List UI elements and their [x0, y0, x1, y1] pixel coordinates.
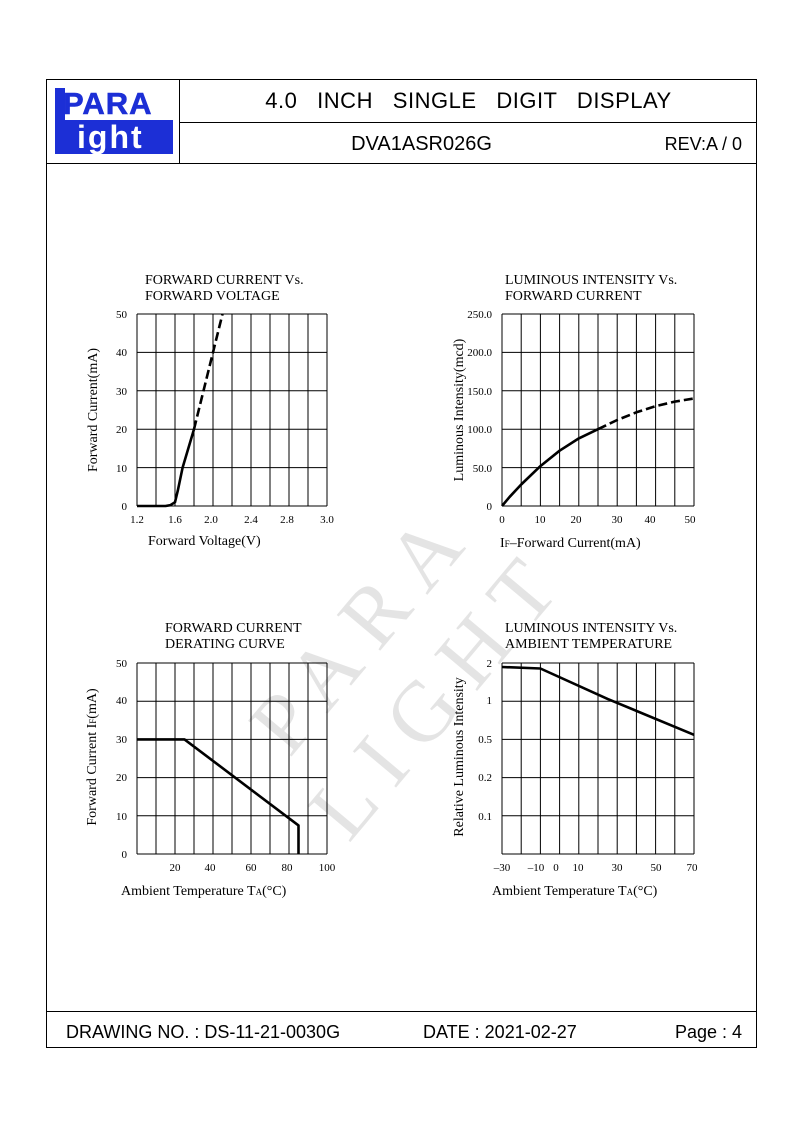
logo-divider [179, 79, 180, 164]
chart-title: LUMINOUS INTENSITY Vs. [505, 621, 677, 636]
y-tick-label: 0.1 [478, 811, 492, 823]
x-tick-label: 10 [573, 862, 585, 874]
chart-title: FORWARD CURRENT [165, 621, 302, 636]
chart-luminous-intensity-vs-current: LUMINOUS INTENSITY Vs.FORWARD CURRENT 0 10… [452, 273, 696, 551]
para-light-logo: PARA ight [55, 86, 173, 154]
chart-subtitle: AMBIENT TEMPERATURE [505, 637, 672, 652]
x-tick-label: 2.4 [244, 514, 258, 526]
x-tick-label: 60 [246, 862, 258, 874]
x-tick-label: 0 [499, 514, 505, 526]
x-axis-label: IF–Forward Current(mA) [500, 536, 641, 551]
series-line-dashed [192, 313, 224, 430]
x-axis-label: Forward Voltage(V) [148, 534, 261, 549]
chart-forward-current-vs-voltage: FORWARD CURRENT Vs.FORWARD VOLTAGE 1.2 1.6… [86, 273, 334, 549]
x-tick-label: –10 [527, 862, 545, 874]
x-tick-label: 2.8 [280, 514, 294, 526]
y-axis-label: Forward Current IF(mA) [85, 688, 100, 826]
y-tick-label: 0 [487, 501, 493, 513]
y-axis-label: Luminous Intensity(mcd) [452, 338, 467, 481]
y-tick-label: 10 [116, 463, 128, 475]
y-tick-label: 100.0 [467, 424, 492, 436]
y-tick-label: 0.2 [478, 772, 492, 784]
x-tick-label: 1.2 [130, 514, 144, 526]
chart-title: FORWARD CURRENT Vs. [145, 273, 304, 288]
y-tick-label: 50 [116, 309, 128, 321]
x-axis-label: Ambient Temperature TA(°C) [492, 884, 658, 899]
logo-top-text: PARA [63, 86, 153, 121]
drawing-number: DRAWING NO. : DS-11-21-0030G [66, 1022, 341, 1042]
x-tick-label: 2.0 [204, 514, 218, 526]
y-tick-label: 0.5 [478, 734, 492, 746]
x-tick-label: 50 [651, 862, 663, 874]
series-line-dashed [597, 397, 695, 431]
y-tick-label: 0 [122, 849, 128, 861]
series-line [137, 428, 196, 508]
x-tick-label: 30 [612, 514, 624, 526]
y-tick-label: 40 [116, 347, 128, 359]
y-tick-label: 30 [116, 734, 128, 746]
y-tick-label: 50 [116, 658, 128, 670]
header-divider [46, 163, 757, 164]
chart-subtitle: FORWARD CURRENT [505, 289, 642, 304]
x-tick-label: 40 [645, 514, 657, 526]
y-tick-label: 2 [487, 658, 493, 670]
y-axis-label: Relative Luminous Intensity [452, 677, 467, 836]
x-tick-label: 100 [319, 862, 336, 874]
y-tick-label: 30 [116, 386, 128, 398]
part-number: DVA1ASR026G [351, 133, 492, 155]
series-line [501, 428, 599, 507]
logo-bottom-text: ight [77, 119, 144, 154]
footer-divider [46, 1011, 757, 1012]
document-title: 4.0 INCH SINGLE DIGIT DISPLAY [265, 88, 672, 113]
series-line [137, 738, 300, 854]
x-tick-label: 80 [282, 862, 294, 874]
y-tick-label: 1 [487, 695, 493, 707]
x-tick-label: 1.6 [168, 514, 182, 526]
y-tick-label: 50.0 [473, 463, 493, 475]
x-tick-label: 10 [535, 514, 547, 526]
x-tick-label: 20 [170, 862, 182, 874]
page-number: Page : 4 [674, 1022, 742, 1042]
y-tick-label: 150.0 [467, 386, 492, 398]
y-tick-label: 10 [116, 811, 128, 823]
x-tick-label: 50 [685, 514, 697, 526]
title-divider [180, 122, 757, 123]
x-tick-label: 20 [571, 514, 583, 526]
y-tick-label: 200.0 [467, 347, 492, 359]
y-tick-label: 250.0 [467, 309, 492, 321]
chart-luminous-vs-temperature: LUMINOUS INTENSITY Vs.AMBIENT TEMPERATUR… [452, 621, 698, 899]
y-tick-label: 20 [116, 424, 128, 436]
x-tick-label: 30 [612, 862, 624, 874]
revision: REV:A / 0 [664, 134, 742, 154]
y-axis-label: Forward Current(mA) [86, 348, 101, 472]
y-tick-label: 20 [116, 772, 128, 784]
y-tick-label: 0 [122, 501, 128, 513]
x-tick-label: 3.0 [320, 514, 334, 526]
x-tick-label: 0 [553, 862, 559, 874]
x-axis-label: Ambient Temperature TA(°C) [121, 884, 287, 899]
x-tick-label: –30 [493, 862, 511, 874]
chart-title: LUMINOUS INTENSITY Vs. [505, 273, 677, 288]
chart-subtitle: FORWARD VOLTAGE [145, 289, 280, 304]
series-line [501, 665, 695, 737]
y-tick-label: 40 [116, 695, 128, 707]
x-tick-label: 70 [687, 862, 699, 874]
page-frame [46, 79, 757, 1048]
chart-subtitle: DERATING CURVE [165, 637, 285, 652]
document-date: DATE : 2021-02-27 [423, 1022, 577, 1042]
x-tick-label: 40 [205, 862, 217, 874]
